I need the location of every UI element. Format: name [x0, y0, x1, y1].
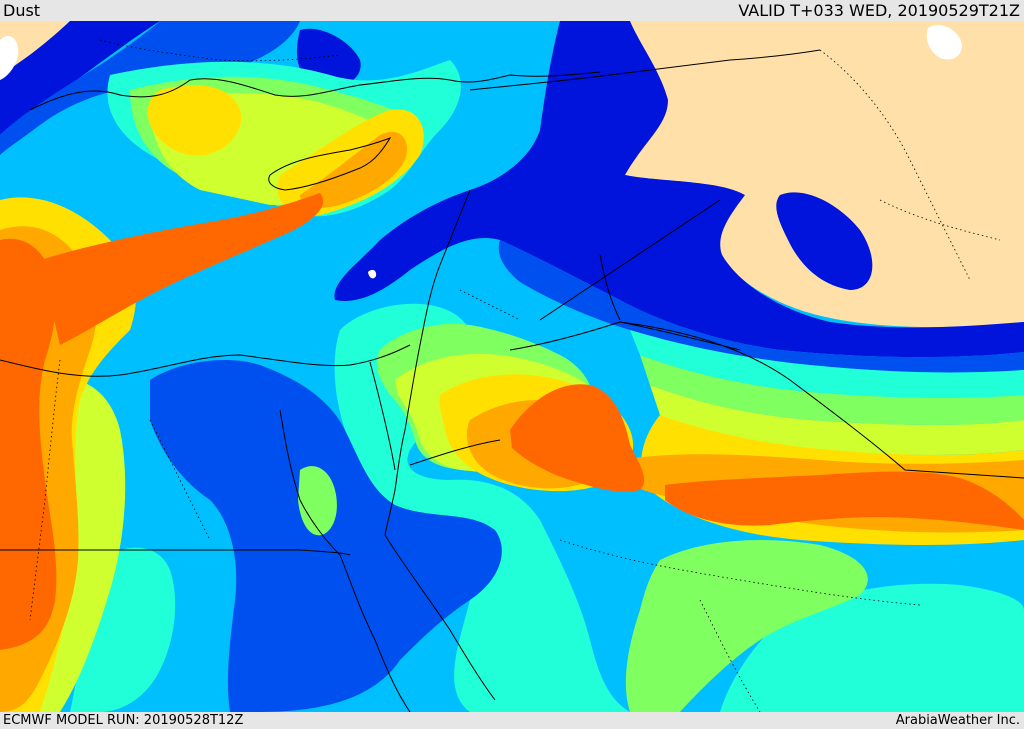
coast-levant — [394, 189, 471, 491]
contour-yellow-north — [147, 85, 241, 156]
boundary-iran-internal — [879, 199, 1001, 241]
contour-green-east — [640, 355, 1024, 425]
contour-dark-blue-inland-patch — [776, 192, 873, 290]
coast-turkey-south — [29, 71, 601, 111]
border-egypt-sudan — [0, 549, 351, 556]
contour-dark-blue-north — [334, 21, 1024, 358]
land-no-dust-northwest — [0, 21, 70, 75]
coast-cyprus — [268, 136, 392, 191]
white-spot-north — [0, 35, 19, 80]
boundary-saudi-internal — [559, 539, 921, 606]
border-jordan-iraq — [599, 254, 621, 321]
border-turkey-syria — [469, 49, 821, 91]
contour-green-southeast — [625, 540, 868, 712]
coast-egypt-north — [0, 344, 411, 377]
dust-forecast-map — [0, 21, 1024, 712]
boundary-libya-egypt — [29, 359, 61, 621]
contour-blue-east-band — [498, 240, 1024, 373]
valid-time: VALID T+033 WED, 20190529T21Z — [738, 1, 1020, 20]
field-title: Dust — [3, 1, 41, 20]
contour-dark-blue-northwest — [0, 21, 160, 135]
boundary-sudan-internal — [149, 419, 211, 541]
border-egypt-sinai — [369, 361, 396, 471]
coast-gulf-of-suez — [279, 409, 341, 556]
contour-yellow-green-east — [650, 385, 1024, 455]
coastlines — [0, 71, 601, 712]
boundary-turkey-internal — [99, 39, 341, 62]
contour-dark-orange-east — [665, 471, 1024, 530]
white-spot-northeast — [926, 25, 962, 60]
border-syria-iraq — [539, 199, 721, 321]
land-no-dust-northeast — [622, 21, 1024, 327]
contour-orange-plume — [300, 131, 408, 208]
boundary-iraq-iran — [819, 49, 971, 281]
boundary-saudi-east — [699, 599, 761, 712]
national-borders — [0, 49, 1024, 556]
white-spot-small — [368, 269, 377, 279]
coast-red-sea-west — [339, 554, 411, 712]
contour-dark-orange-west — [0, 238, 57, 650]
provider-credit: ArabiaWeather Inc. — [895, 713, 1020, 728]
coast-red-sea-east — [384, 534, 496, 701]
contour-green-wedge — [298, 466, 337, 536]
inland-boundaries — [29, 39, 1001, 712]
border-saudi-northwest — [409, 439, 501, 466]
bottom-info-bar: ECMWF MODEL RUN: 20190528T12Z ArabiaWeat… — [0, 712, 1024, 729]
contour-dark-orange-central — [510, 384, 645, 492]
border-saudi-iraq-kuwait — [619, 321, 1024, 479]
coast-gulf-of-aqaba — [384, 489, 396, 536]
contour-blue-north-strip — [0, 21, 300, 155]
top-title-bar: Dust VALID T+033 WED, 20190529T21Z — [0, 0, 1024, 21]
map-canvas — [0, 21, 1024, 712]
contour-blue-south — [150, 360, 502, 712]
contour-cyan-east — [630, 330, 1024, 398]
contour-dark-orange-diagonal — [40, 193, 324, 345]
model-run: ECMWF MODEL RUN: 20190528T12Z — [3, 713, 244, 728]
